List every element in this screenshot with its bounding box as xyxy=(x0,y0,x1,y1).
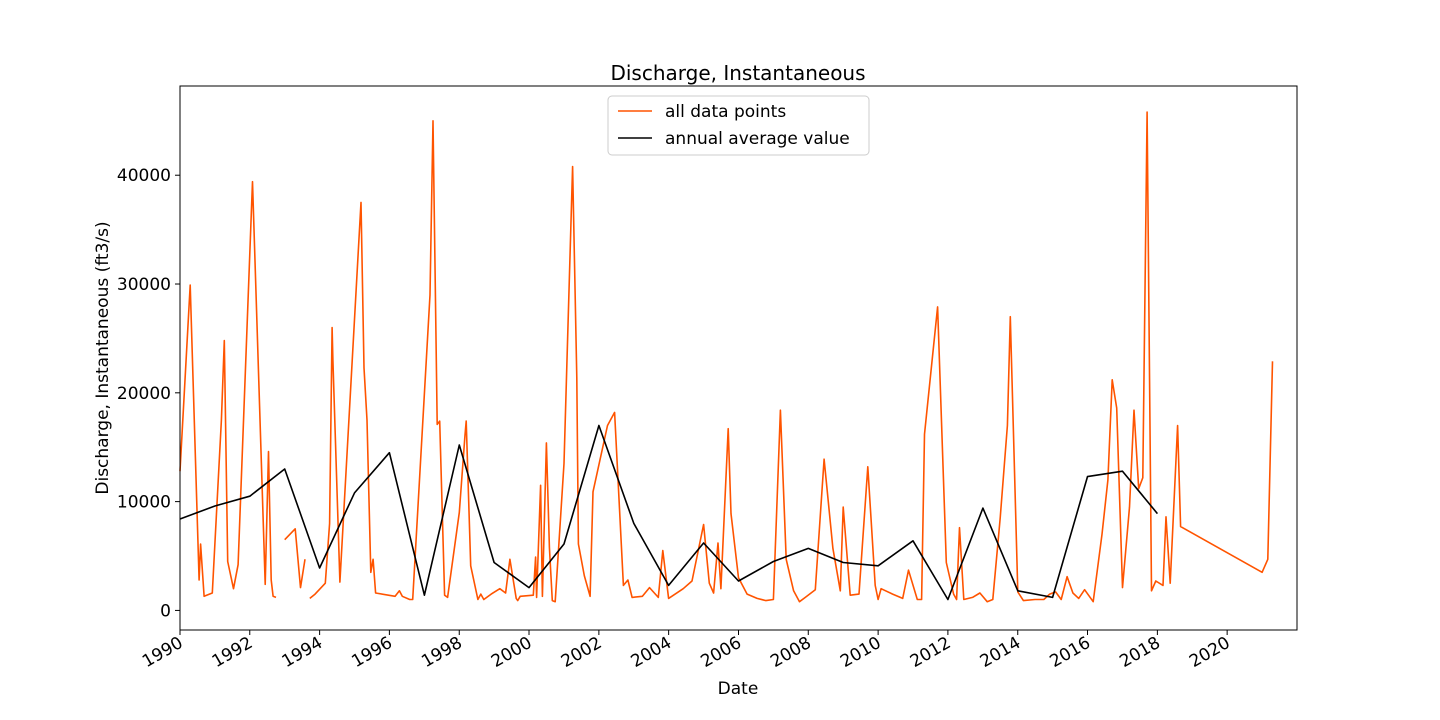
x-tick-label: 2018 xyxy=(1116,633,1163,672)
legend: all data points annual average value xyxy=(607,95,870,156)
x-tick-label: 2020 xyxy=(1186,633,1233,672)
y-tick-label: 20000 xyxy=(117,384,171,404)
x-tick-label: 1996 xyxy=(348,633,395,672)
x-tick-label: 1994 xyxy=(279,633,326,672)
x-axis: 1990 1992 1994 1996 1998 2000 2002 2004 2006 2008… xyxy=(139,630,1234,672)
x-tick-label: 2002 xyxy=(558,633,605,672)
x-tick-label: 2000 xyxy=(488,633,535,672)
x-tick-label: 2014 xyxy=(977,633,1024,672)
x-tick-label: 2016 xyxy=(1047,633,1094,672)
x-tick-label: 2006 xyxy=(698,633,745,672)
y-tick-label: 0 xyxy=(160,601,171,621)
x-tick-label: 1990 xyxy=(139,633,186,672)
x-tick-label: 1992 xyxy=(209,633,256,672)
x-axis-label: Date xyxy=(718,679,759,699)
plot-frame xyxy=(179,85,1298,631)
y-tick-label: 10000 xyxy=(117,493,171,513)
legend-label-all-data-points: all data points xyxy=(665,102,786,122)
chart-title: Discharge, Instantaneous xyxy=(610,61,865,85)
x-tick-label: 1998 xyxy=(418,633,465,672)
legend-label-annual-average-value: annual average value xyxy=(665,129,850,149)
plot-area xyxy=(179,111,1274,603)
y-axis: 0 10000 20000 30000 40000 xyxy=(117,166,180,621)
series-line-annual-average-value xyxy=(179,424,1159,601)
y-axis-label: Discharge, Instantaneous (ft3/s) xyxy=(93,221,113,494)
y-tick-label: 40000 xyxy=(117,166,171,186)
x-tick-label: 2008 xyxy=(767,633,814,672)
x-tick-label: 2012 xyxy=(907,633,954,672)
y-tick-label: 30000 xyxy=(117,275,171,295)
x-tick-label: 2004 xyxy=(628,633,675,672)
series-line-all-data-points-segment-1 xyxy=(179,180,277,599)
legend-box xyxy=(607,95,870,156)
series-line-all-data-points-segment-2 xyxy=(284,528,306,589)
series-line-all-data-points-segment-3 xyxy=(309,111,1274,603)
x-tick-label: 2010 xyxy=(837,633,884,672)
